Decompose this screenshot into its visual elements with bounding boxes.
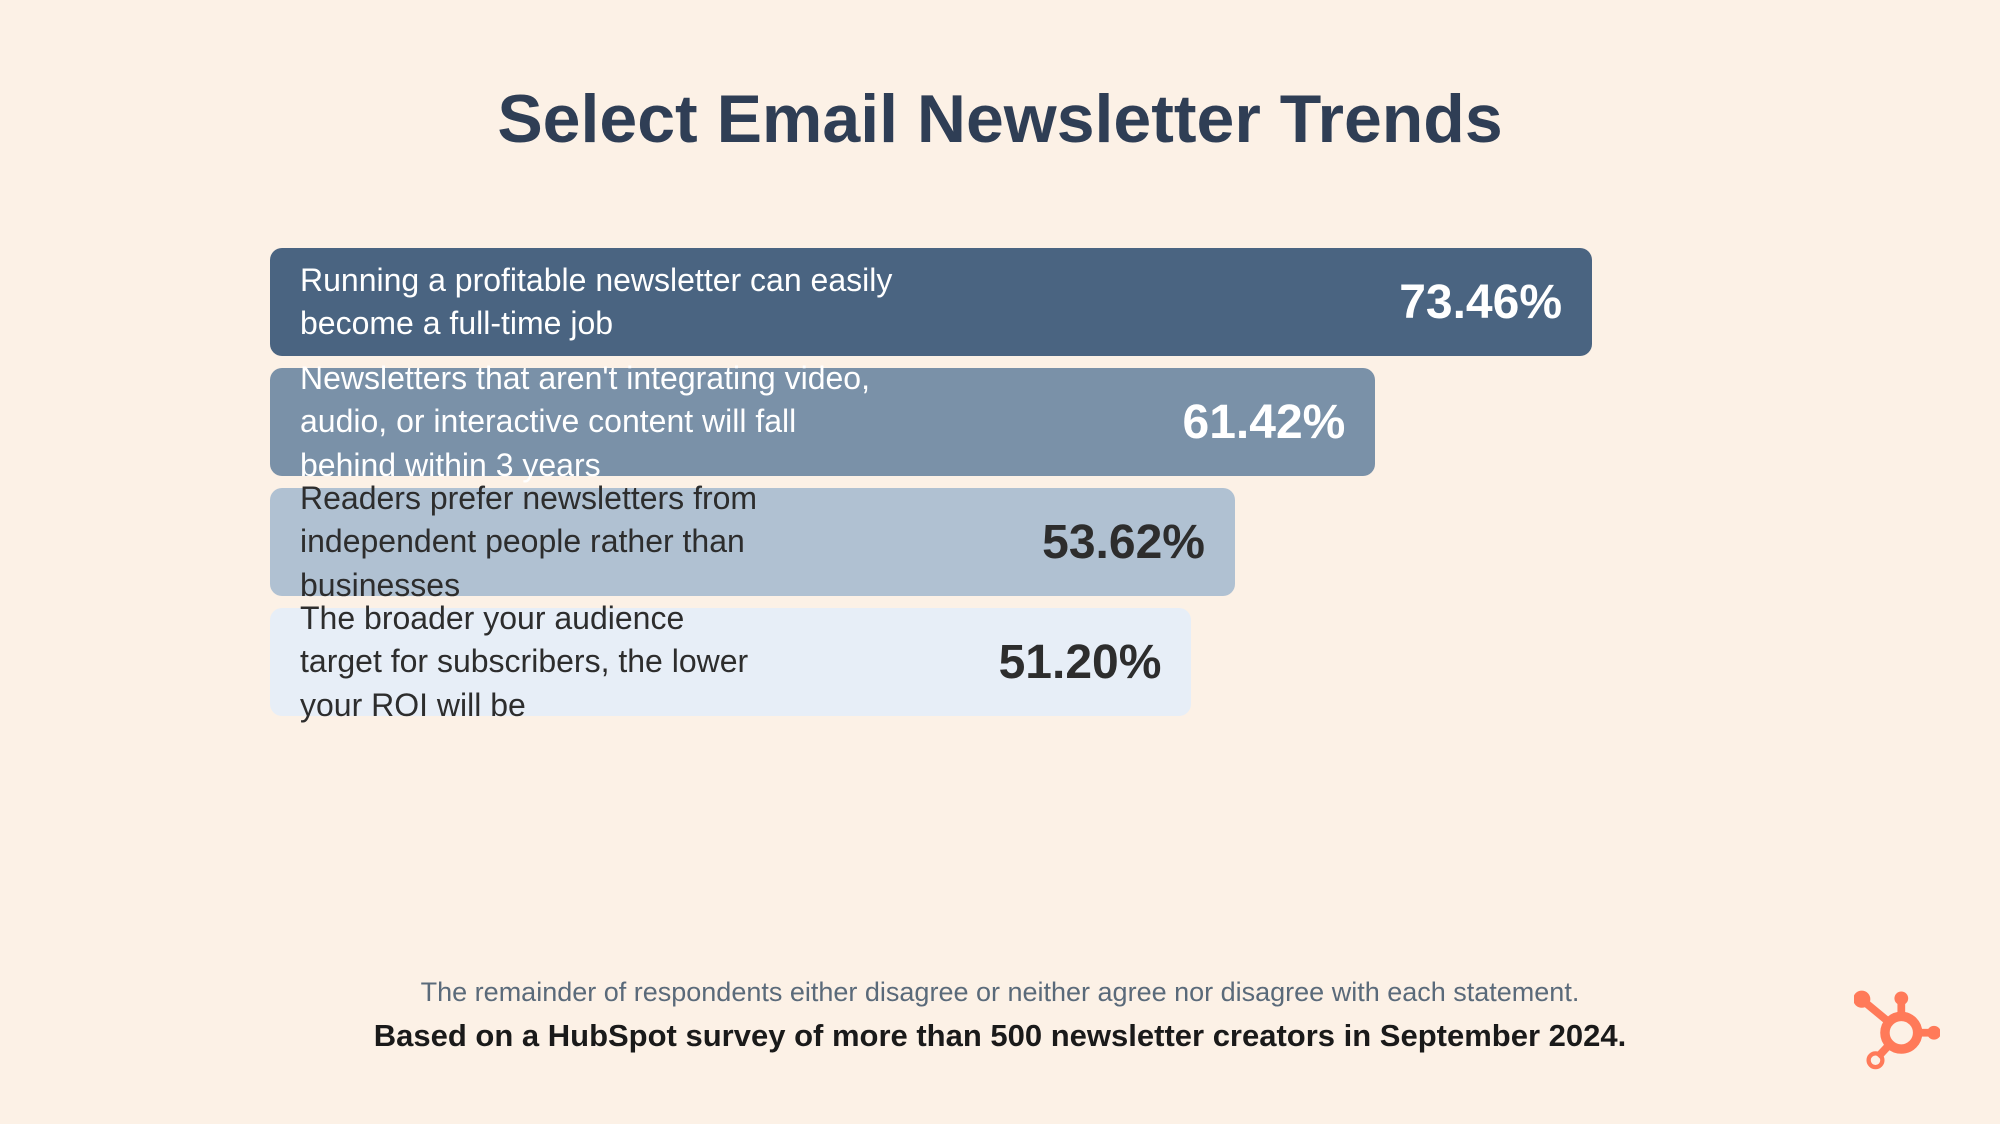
bar-label: Running a profitable newsletter can easi… (300, 259, 920, 345)
bar-value: 73.46% (1369, 275, 1562, 330)
bar-value: 53.62% (1012, 515, 1205, 570)
bar-row: Running a profitable newsletter can easi… (270, 248, 1592, 356)
caption-block: The remainder of respondents either disa… (0, 977, 2000, 1054)
bar-label: Readers prefer newsletters from independ… (300, 477, 820, 607)
bar-value: 51.20% (969, 635, 1162, 690)
bar-chart: Running a profitable newsletter can easi… (270, 248, 2000, 716)
bar-label: Newsletters that aren't integrating vide… (300, 357, 900, 487)
hubspot-icon (1854, 988, 1940, 1074)
bar-row: Readers prefer newsletters from independ… (270, 488, 1235, 596)
bar-value: 61.42% (1153, 395, 1346, 450)
footnote: The remainder of respondents either disa… (0, 977, 2000, 1008)
bar-label: The broader your audience target for sub… (300, 597, 770, 727)
bar-row: The broader your audience target for sub… (270, 608, 1191, 716)
chart-title: Select Email Newsletter Trends (0, 80, 2000, 158)
source-line: Based on a HubSpot survey of more than 5… (0, 1018, 2000, 1054)
slide: Select Email Newsletter Trends Running a… (0, 0, 2000, 1124)
bar-row: Newsletters that aren't integrating vide… (270, 368, 1375, 476)
hubspot-icon-svg (1854, 988, 1940, 1074)
